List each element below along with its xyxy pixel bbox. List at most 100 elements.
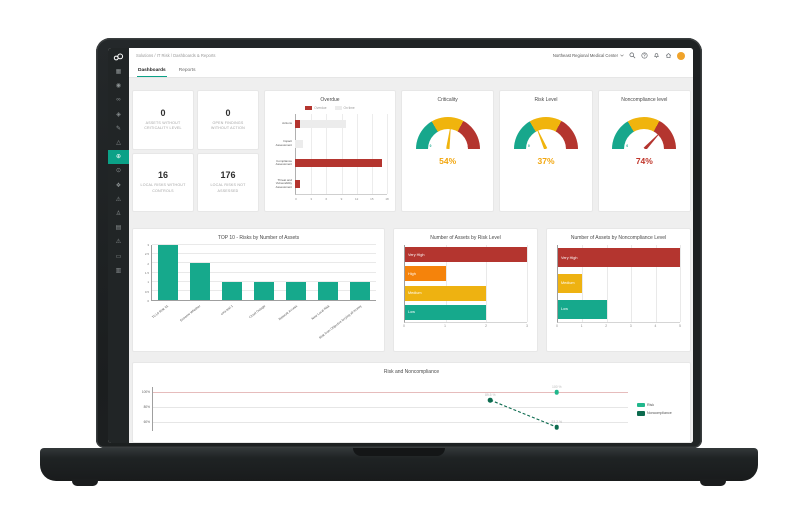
gridline bbox=[152, 244, 376, 245]
bar: High bbox=[405, 266, 446, 282]
app-window: ▦ ◉ ∞ ◈ ✎ △ ⊕ ⊙ ❖ ⚠ ♙ ▤ ⚠ ▭ ▥ Solutions / IT Risk / Da… bbox=[108, 48, 693, 443]
bar bbox=[317, 281, 339, 300]
x-label: Extreme Whether bbox=[179, 304, 202, 323]
overdue-card: Overdue Overdue On time 0 3 6 9 12 15 18 Actions… bbox=[264, 90, 396, 212]
help-icon[interactable] bbox=[641, 52, 648, 59]
bar-segment bbox=[295, 119, 301, 128]
gridline bbox=[152, 271, 376, 273]
sidebar-item-monitor-icon[interactable]: ◉ bbox=[115, 83, 122, 90]
sidebar-item-people-icon[interactable]: ♙ bbox=[115, 210, 122, 217]
gridline bbox=[606, 245, 608, 322]
gridline bbox=[527, 245, 528, 322]
y-tick-label: 100% bbox=[141, 390, 150, 395]
gridline bbox=[153, 407, 628, 409]
plot-column: T0 L0 Risk 01 Extreme Whether eXa test 1 Cl… bbox=[151, 244, 376, 340]
app-logo-icon bbox=[108, 48, 129, 65]
x-label: T0 L0 Risk 01 bbox=[151, 304, 170, 320]
sidebar-item-alerts-icon[interactable]: ⚠ bbox=[115, 239, 122, 246]
x-tick-label: 3 bbox=[629, 324, 632, 328]
kpi-label: OPEN FINDINGS WITHOUT ACTION bbox=[211, 120, 245, 131]
data-point-label: 100 % bbox=[551, 385, 562, 390]
sidebar-item-assessments-icon[interactable]: ✎ bbox=[115, 125, 122, 132]
bar-track bbox=[295, 139, 387, 148]
avatar[interactable] bbox=[677, 51, 685, 60]
bar-track bbox=[295, 119, 387, 128]
home-icon[interactable] bbox=[665, 52, 672, 59]
sidebar-item-files-icon[interactable]: ▭ bbox=[115, 253, 122, 260]
gridline bbox=[631, 245, 633, 322]
tab-reports[interactable]: Reports bbox=[178, 68, 196, 73]
legend-label: Overdue bbox=[314, 106, 327, 110]
sidebar-item-dashboard-icon[interactable]: ▦ bbox=[115, 69, 122, 76]
gauge-hole bbox=[427, 129, 468, 149]
gauge-dial: 0 100 bbox=[415, 117, 480, 149]
y-tick-label: 1 bbox=[147, 280, 149, 285]
notifications-icon[interactable] bbox=[653, 52, 660, 59]
legend-swatch bbox=[305, 106, 313, 110]
gauge-hole bbox=[525, 129, 566, 149]
gridline bbox=[680, 245, 681, 322]
sidebar-item-objectives-icon[interactable]: ◈ bbox=[116, 111, 121, 118]
sidebar-item-processes-icon[interactable]: ❖ bbox=[115, 182, 122, 189]
x-tick-label: 5 bbox=[679, 324, 681, 328]
chart-legend: Risk Noncompliance bbox=[628, 387, 686, 431]
x-axis: 0 1 2 3 bbox=[403, 323, 528, 331]
chevron-down-icon bbox=[620, 54, 624, 57]
x-tick-label: 12 bbox=[354, 197, 359, 201]
gauge-min-label: 0 bbox=[429, 144, 432, 148]
gauge-min-label: 0 bbox=[527, 144, 530, 148]
bar-segment bbox=[295, 180, 301, 188]
gridline bbox=[311, 114, 313, 194]
top10-card: TOP 10 - Risks by Number of Assets 0 0.5 1… bbox=[132, 228, 385, 352]
data-point bbox=[554, 389, 560, 395]
main-area: Solutions / IT Risk / Dashboards & Repor… bbox=[129, 48, 693, 443]
sidebar-item-controls-icon[interactable]: ⊙ bbox=[115, 168, 122, 175]
breadcrumb[interactable]: Solutions / IT Risk / Dashboards & Repor… bbox=[136, 53, 216, 58]
sidebar-item-incidents-icon[interactable]: △ bbox=[116, 140, 121, 147]
bar-charts-row: TOP 10 - Risks by Number of Assets 0 0.5 1… bbox=[132, 228, 691, 352]
category-label: Compliance Assessment bbox=[275, 158, 292, 167]
y-tick-label: 3 bbox=[147, 243, 149, 247]
x-label: Network Access bbox=[277, 304, 299, 322]
legend-item: Risk bbox=[637, 402, 686, 407]
bar bbox=[349, 281, 371, 300]
gauge-value: 74% bbox=[635, 156, 653, 166]
x-tick-label: 0 bbox=[295, 197, 297, 201]
tab-dashboards[interactable]: Dashboards bbox=[137, 66, 167, 77]
sidebar: ▦ ◉ ∞ ◈ ✎ △ ⊕ ⊙ ❖ ⚠ ♙ ▤ ⚠ ▭ ▥ bbox=[108, 48, 129, 443]
kpi-label: LOCAL RISKS WITHOUT CONTROLS bbox=[140, 183, 186, 193]
x-tick-label: 0 bbox=[403, 324, 405, 328]
risk-level-gauge-card: Risk Level 0 100 37% bbox=[499, 90, 593, 212]
bar-label: High bbox=[408, 271, 416, 276]
noncompliance-title: Noncompliance level bbox=[621, 97, 668, 103]
line-chart-row: Risk and Noncompliance 100% 80% 60% 100 % 89… bbox=[132, 362, 691, 443]
dashboard-content: 0 ASSETS WITHOUT CRITICALITY LEVEL 0 OPEN F… bbox=[129, 78, 693, 443]
bar-label: Very High bbox=[408, 252, 425, 257]
bar bbox=[253, 281, 275, 300]
gauge-min-label: 0 bbox=[626, 144, 629, 148]
org-selector-label: Northeast Regional Medical Center bbox=[552, 53, 618, 58]
x-axis: 0 1 2 3 4 5 bbox=[556, 323, 681, 331]
gridline bbox=[152, 253, 376, 255]
overdue-plot-grid: 0 3 6 9 12 15 18 bbox=[295, 114, 389, 201]
y-tick-label: 0 bbox=[147, 299, 149, 303]
bar: Very High bbox=[405, 247, 527, 263]
sidebar-item-integrations-icon[interactable]: ∞ bbox=[116, 97, 121, 104]
sidebar-item-issues-icon[interactable]: ⚠ bbox=[115, 196, 122, 203]
x-tick-label: 4 bbox=[654, 324, 657, 328]
assets-by-noncompliance-card: Number of Assets by Noncompliance Level … bbox=[546, 228, 691, 352]
org-selector[interactable]: Northeast Regional Medical Center bbox=[553, 53, 624, 58]
sidebar-item-it-risk-icon[interactable]: ⊕ bbox=[108, 150, 129, 165]
legend-swatch bbox=[334, 106, 342, 110]
overdue-chart: 0 3 6 9 12 15 18 Actions Impact Assessment Compli… bbox=[267, 113, 389, 203]
search-icon[interactable] bbox=[629, 52, 636, 59]
sidebar-item-records-icon[interactable]: ▤ bbox=[115, 225, 122, 232]
x-labels: T0 L0 Risk 01 Extreme Whether eXa test 1 Cl… bbox=[151, 301, 376, 340]
bar-row: Medium bbox=[405, 285, 527, 301]
x-label: eXa test 1 bbox=[220, 304, 234, 316]
x-tick-label: 1 bbox=[444, 324, 446, 328]
sidebar-item-reports-icon[interactable]: ▥ bbox=[115, 267, 122, 274]
x-tick-label: 2 bbox=[485, 324, 487, 328]
bar: Very High bbox=[558, 248, 680, 268]
